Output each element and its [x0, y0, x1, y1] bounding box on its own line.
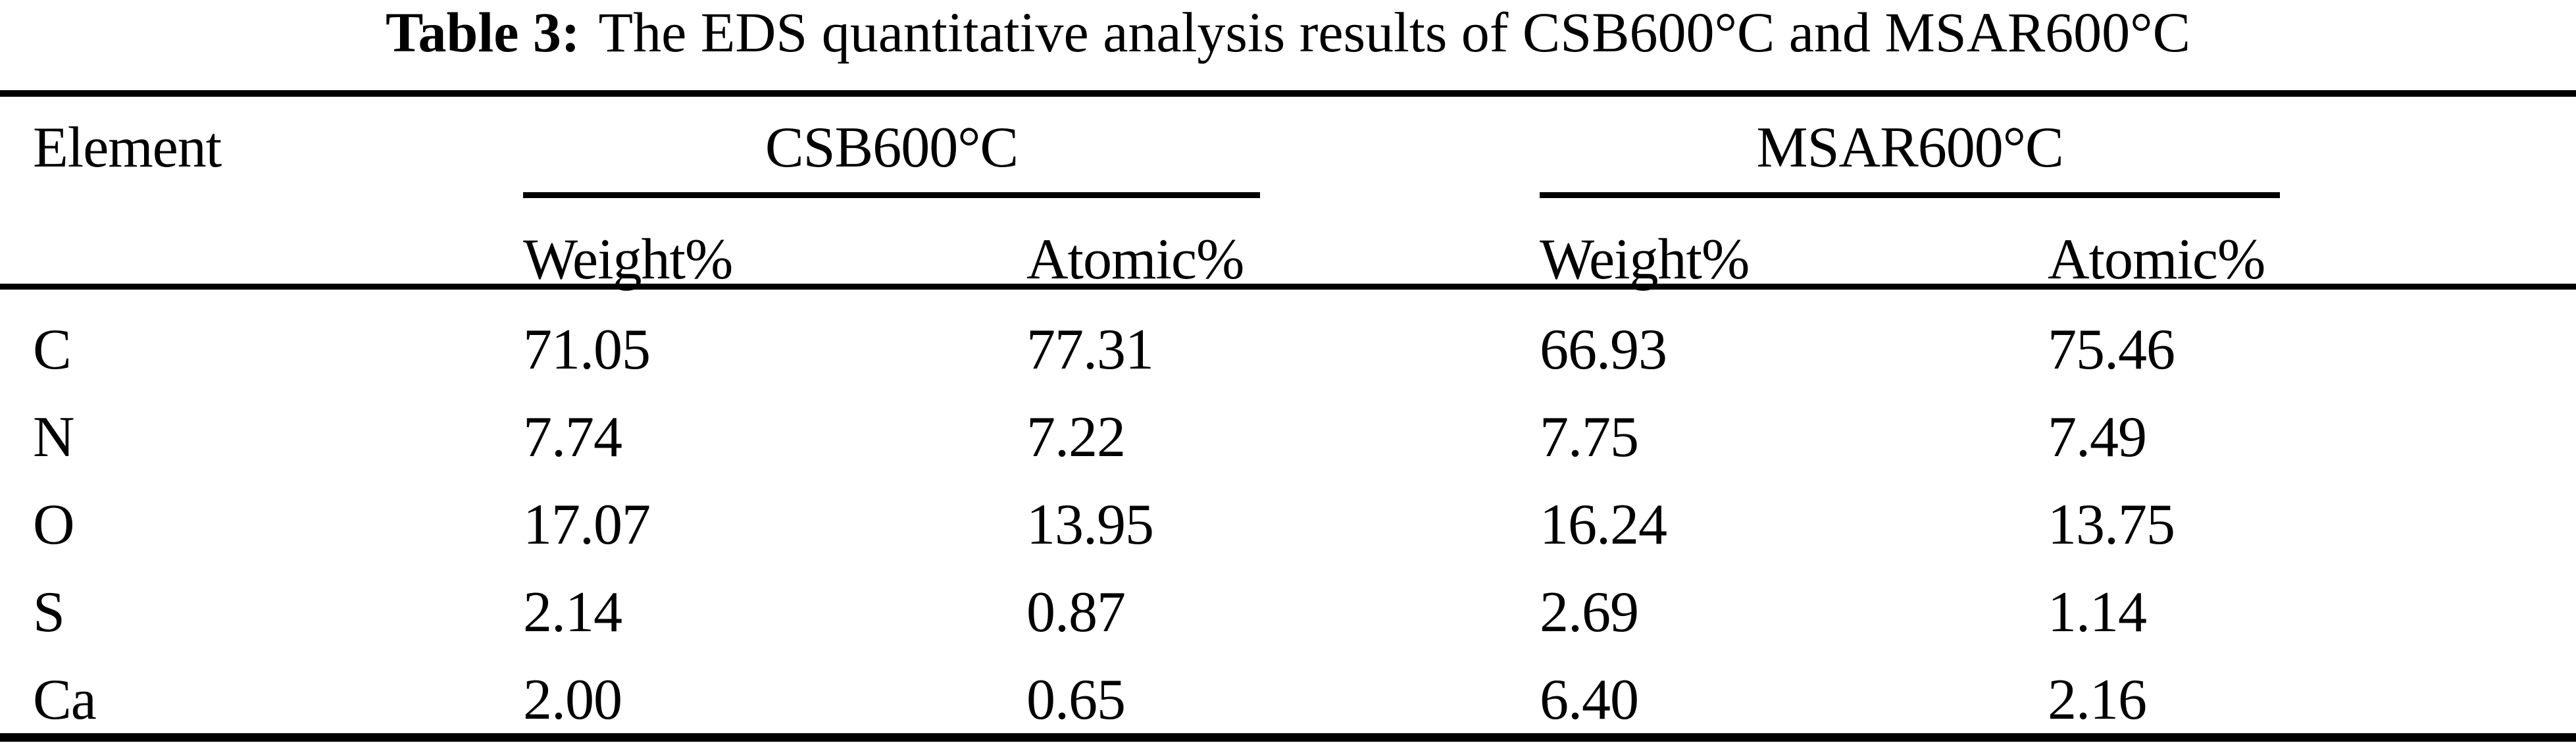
table-caption-text: The EDS quantitative analysis results of…	[598, 1, 2190, 64]
cell-msar-weight: 7.75	[1540, 405, 1639, 469]
cell-element: C	[33, 318, 72, 382]
cell-msar-weight: 2.69	[1540, 580, 1639, 644]
cell-csb-atomic: 7.22	[1026, 405, 1126, 469]
cell-csb-weight: 2.00	[523, 668, 622, 732]
column-header-csb-atomic: Atomic%	[1026, 228, 1244, 292]
column-header-msar-atomic: Atomic%	[2048, 228, 2265, 292]
table-caption-number: Table 3:	[386, 1, 580, 64]
cell-csb-atomic: 0.87	[1026, 580, 1126, 644]
cell-csb-atomic: 0.65	[1026, 668, 1126, 732]
group-header-csb600c: CSB600°C	[765, 116, 1019, 180]
table-bottom-rule	[0, 733, 2576, 742]
column-header-csb-weight: Weight%	[523, 228, 733, 292]
cell-csb-atomic: 13.95	[1026, 493, 1154, 557]
column-header-element: Element	[33, 116, 222, 180]
cell-msar-atomic: 75.46	[2048, 318, 2175, 382]
cell-msar-weight: 66.93	[1540, 318, 1667, 382]
cell-csb-weight: 2.14	[523, 580, 622, 644]
cell-msar-weight: 16.24	[1540, 493, 1667, 557]
group-header-msar600c: MSAR600°C	[1756, 116, 2063, 180]
cell-csb-weight: 71.05	[523, 318, 651, 382]
cell-msar-atomic: 1.14	[2048, 580, 2147, 644]
cell-msar-atomic: 13.75	[2048, 493, 2175, 557]
column-header-msar-weight: Weight%	[1540, 228, 1750, 292]
cell-element: N	[33, 405, 75, 469]
table-header-rule	[0, 284, 2576, 290]
cell-msar-weight: 6.40	[1540, 668, 1639, 732]
cell-csb-weight: 17.07	[523, 493, 651, 557]
table-caption: Table 3: The EDS quantitative analysis re…	[0, 4, 2576, 61]
cell-msar-atomic: 7.49	[2048, 405, 2147, 469]
cell-csb-weight: 7.74	[523, 405, 622, 469]
cell-element: O	[33, 493, 75, 557]
csb-spanner-rule	[523, 192, 1260, 198]
msar-spanner-rule	[1540, 192, 2280, 198]
cell-msar-atomic: 2.16	[2048, 668, 2147, 732]
cell-element: Ca	[33, 668, 97, 732]
cell-csb-atomic: 77.31	[1026, 318, 1154, 382]
table-top-rule	[0, 90, 2576, 97]
cell-element: S	[33, 580, 65, 644]
